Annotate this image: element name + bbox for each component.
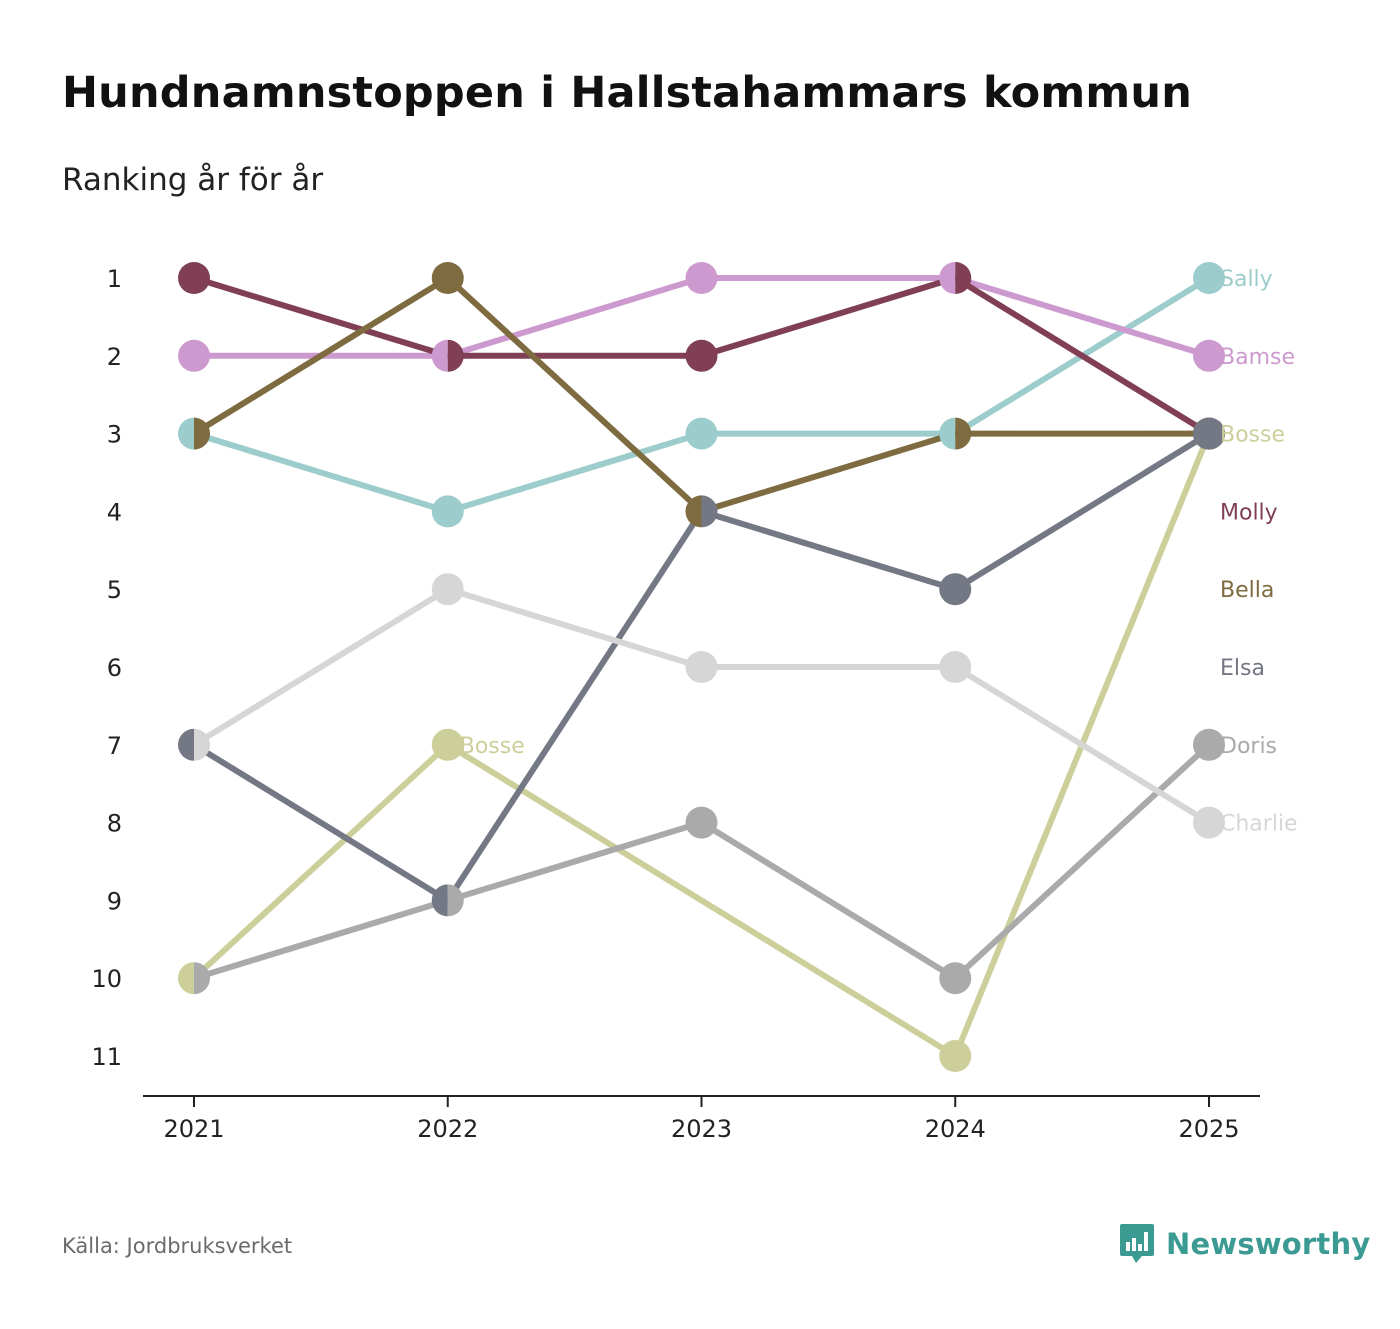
point-charlie-2023 — [685, 651, 718, 683]
y-tick-label-5: 5 — [107, 576, 122, 604]
point-bamse-2024 — [939, 262, 956, 294]
point-elsa-2023 — [701, 495, 718, 528]
x-tick-label-2021: 2021 — [163, 1115, 224, 1143]
line-doris-2024-2025 — [952, 741, 1212, 982]
y-tick-label-3: 3 — [107, 421, 122, 449]
end-label-charlie: Charlie — [1220, 812, 1298, 837]
point-molly-2022 — [447, 339, 464, 372]
annotation-label-bosse: Bosse — [460, 734, 525, 759]
line-doris-2022-2023 — [444, 819, 705, 904]
end-label-bosse: Bosse — [1220, 423, 1285, 448]
line-bamse-2024-2025 — [952, 275, 1212, 359]
end-label-bella: Bella — [1220, 578, 1274, 603]
line-molly-2023-2024 — [698, 275, 959, 359]
x-tick-label-2022: 2022 — [417, 1115, 478, 1143]
brand-logo[interactable]: Newsworthy — [1118, 1222, 1370, 1266]
point-elsa-2024 — [939, 573, 972, 606]
point-molly-2021 — [178, 262, 210, 294]
point-molly-2024 — [955, 262, 972, 294]
point-charlie-2025 — [1193, 806, 1225, 839]
line-bamse-2022-2023 — [444, 275, 705, 359]
x-tick-label-2023: 2023 — [671, 1115, 732, 1143]
y-tick-label-2: 2 — [107, 343, 122, 371]
line-bosse-2021-2022 — [191, 741, 451, 982]
series-labels: Bosse Sally Bamse Bosse Molly Bella Elsa Doris C… — [460, 267, 1298, 837]
line-bella-2022-2023 — [444, 275, 705, 515]
line-sally-2022-2023 — [444, 430, 705, 515]
point-bella-2022 — [431, 262, 464, 294]
y-tick-label-4: 4 — [107, 498, 122, 526]
point-bella-2024 — [955, 417, 972, 450]
line-sally-2021-2022 — [191, 430, 451, 515]
end-label-elsa: Elsa — [1220, 656, 1265, 681]
line-charlie-2022-2023 — [444, 586, 705, 670]
point-elsa-2025 — [1193, 417, 1225, 450]
page-title: Hundnamnstoppen i Hallstahammars kommun — [62, 68, 1193, 118]
point-bosse-2022 — [431, 728, 464, 761]
line-molly-2021-2022 — [191, 275, 451, 359]
point-bamse-2021 — [178, 339, 210, 372]
y-tick-label-8: 8 — [107, 810, 122, 838]
line-elsa-2022-2023 — [444, 508, 705, 904]
point-doris-2023 — [685, 806, 718, 839]
point-bamse-2023 — [685, 262, 718, 294]
point-sally-2021 — [178, 417, 194, 450]
x-axis-ticks: 2021 2022 2023 2024 2025 — [163, 1096, 1240, 1143]
point-charlie-2021 — [194, 728, 210, 761]
point-sally-2022 — [431, 495, 464, 528]
y-tick-label-9: 9 — [107, 887, 122, 915]
end-label-molly: Molly — [1220, 500, 1278, 525]
point-elsa-2021 — [178, 728, 194, 761]
point-molly-2023 — [685, 339, 718, 372]
point-sally-2024 — [939, 417, 956, 450]
x-tick-label-2025: 2025 — [1178, 1115, 1239, 1143]
point-bosse-2024 — [939, 1040, 972, 1072]
series-lines — [191, 275, 1212, 1059]
end-label-doris: Doris — [1220, 734, 1277, 759]
source-note: Källa: Jordbruksverket — [62, 1234, 293, 1258]
bar-chart-speech-bubble-icon — [1120, 1224, 1154, 1263]
point-bosse-2021 — [178, 962, 194, 995]
line-doris-2023-2024 — [698, 819, 959, 982]
line-charlie-2024-2025 — [952, 664, 1212, 826]
brand-name: Newsworthy — [1166, 1227, 1371, 1261]
point-doris-2022 — [447, 884, 464, 917]
end-label-sally: Sally — [1220, 267, 1273, 292]
point-doris-2025 — [1193, 728, 1225, 761]
y-tick-label-10: 10 — [91, 965, 122, 993]
point-bamse-2025 — [1193, 339, 1225, 372]
line-elsa-2023-2024 — [698, 508, 959, 593]
point-bamse-2022 — [431, 339, 448, 372]
page-subtitle: Ranking år för år — [62, 162, 324, 198]
line-bosse-2022-2024 — [444, 741, 959, 1059]
point-bella-2021 — [194, 417, 210, 450]
line-charlie-2021-2022 — [191, 586, 451, 748]
y-tick-label-7: 7 — [107, 732, 122, 760]
line-bella-2023-2024 — [698, 430, 959, 515]
series-points — [178, 262, 1225, 1072]
point-sally-2025 — [1193, 262, 1225, 294]
point-sally-2023 — [685, 417, 718, 450]
line-doris-2021-2022 — [191, 897, 451, 982]
point-elsa-2022 — [431, 884, 448, 917]
y-tick-label-11: 11 — [91, 1043, 122, 1071]
y-tick-label-1: 1 — [107, 265, 122, 293]
point-charlie-2024 — [939, 651, 972, 683]
point-doris-2024 — [939, 962, 972, 995]
y-tick-label-6: 6 — [107, 654, 122, 682]
end-label-bamse: Bamse — [1220, 345, 1295, 370]
point-doris-2021 — [194, 962, 210, 995]
line-elsa-2021-2022 — [191, 741, 451, 904]
x-tick-label-2024: 2024 — [925, 1115, 986, 1143]
y-axis-ticks: 1 2 3 4 5 6 7 8 9 10 11 — [91, 265, 122, 1071]
line-bella-2021-2022 — [191, 275, 451, 437]
line-molly-2024-2025 — [952, 275, 1212, 437]
point-bella-2023 — [685, 495, 702, 528]
line-elsa-2024-2025 — [952, 430, 1212, 593]
point-charlie-2022 — [431, 573, 464, 606]
